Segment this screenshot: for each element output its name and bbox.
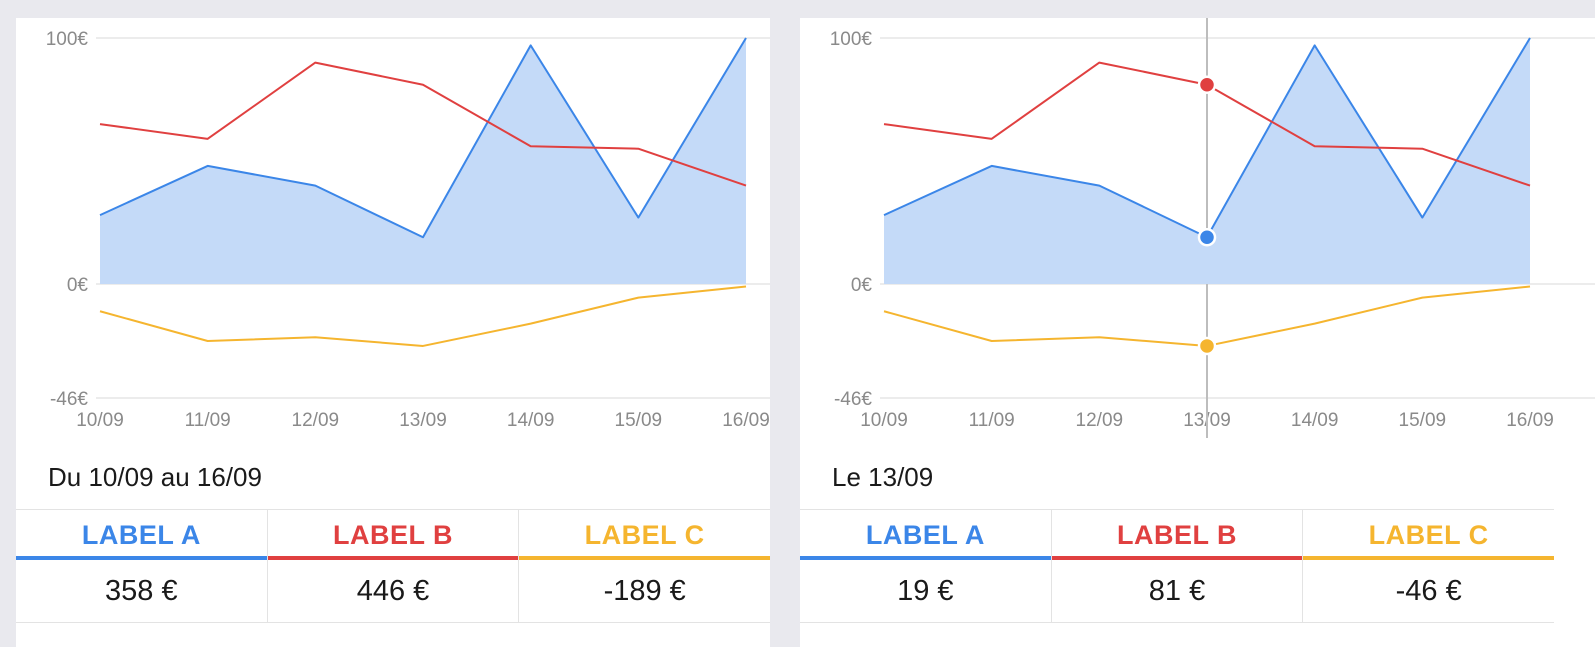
data-point-label-b[interactable]	[96, 120, 104, 128]
series-line-label-c	[99, 285, 747, 347]
data-point-label-a[interactable]	[1418, 214, 1426, 222]
data-point-label-b[interactable]	[880, 120, 888, 128]
data-point-label-a[interactable]	[204, 162, 212, 170]
data-point-label-a[interactable]	[1197, 228, 1217, 247]
series-area-label-a	[100, 38, 746, 284]
chart-panel-right: 100€ 0€ -46€ 10/09 11/09 12/09 13/09 14/09 15/09…	[800, 18, 1595, 647]
data-point-label-a[interactable]	[1526, 34, 1534, 42]
summary-col-label-c: LABEL C -46 €	[1303, 510, 1555, 622]
summary-value-a: 19 €	[897, 574, 954, 607]
summary-value-c: -189 €	[603, 574, 686, 607]
label-a-color-bar	[800, 556, 1051, 560]
data-point-label-a[interactable]	[1095, 182, 1103, 190]
data-point-label-b[interactable]	[1197, 75, 1217, 94]
label-a-color-bar	[16, 556, 267, 560]
summary-row: LABEL A 358 € LABEL B 446 € LABEL C -189…	[16, 509, 770, 623]
data-point-label-b[interactable]	[1311, 142, 1319, 150]
data-point-label-b[interactable]	[634, 145, 642, 153]
data-point-label-b[interactable]	[988, 135, 996, 143]
summary-label-c: LABEL C	[584, 520, 705, 550]
series-line-label-a	[99, 37, 747, 239]
data-point-label-c[interactable]	[419, 342, 427, 350]
label-b-color-bar	[267, 556, 519, 560]
x-tick-label: 12/09	[292, 410, 340, 431]
data-point-label-c[interactable]	[742, 282, 750, 290]
line-chart-left[interactable]: 100€ 0€ -46€10/09 11/09 12/09 13/09 14/09 15/09…	[16, 18, 770, 458]
y-tick-label: 100€	[830, 29, 873, 50]
x-tick-label: 16/09	[1506, 410, 1554, 431]
data-point-label-c[interactable]	[634, 294, 642, 302]
x-tick-label: 14/09	[1291, 410, 1339, 431]
data-point-label-b[interactable]	[1095, 59, 1103, 67]
x-tick-label: 10/09	[76, 410, 124, 431]
summary-col-label-a: LABEL A 19 €	[800, 510, 1052, 622]
data-point-label-b[interactable]	[1526, 182, 1534, 190]
y-tick-label: 0€	[67, 275, 89, 296]
x-tick-label: 13/09	[399, 410, 447, 431]
data-point-label-b[interactable]	[742, 182, 750, 190]
data-point-label-a[interactable]	[527, 41, 535, 49]
data-point-label-c[interactable]	[1418, 294, 1426, 302]
x-tick-label: 15/09	[615, 410, 663, 431]
x-tick-label: 14/09	[507, 410, 555, 431]
summary-col-label-b: LABEL B 446 €	[267, 510, 520, 622]
data-point-label-a[interactable]	[419, 233, 427, 241]
summary-row: LABEL A 19 € LABEL B 81 € LABEL C -46 €	[800, 509, 1555, 623]
series-line-label-b	[99, 61, 747, 187]
data-point-label-b[interactable]	[204, 135, 212, 143]
x-tick-label: 12/09	[1076, 410, 1124, 431]
data-point-label-b[interactable]	[311, 59, 319, 67]
data-point-label-c[interactable]	[311, 333, 319, 341]
summary-value-b: 81 €	[1148, 574, 1206, 607]
data-point-label-a[interactable]	[1311, 41, 1319, 49]
line-chart-right[interactable]: 100€0€-46€10/09 11/09 12/09 13/09 14/09 15/09…	[800, 18, 1595, 458]
data-point-label-c[interactable]	[527, 320, 535, 328]
label-c-color-bar	[1303, 556, 1555, 560]
x-tick-label: 10/09	[860, 410, 908, 431]
label-c-color-bar	[519, 556, 770, 560]
summary-label-a: LABEL A	[865, 520, 985, 550]
period-subtitle: Du 10/09 au 16/09	[48, 462, 262, 492]
data-point-label-a[interactable]	[634, 214, 642, 222]
data-point-label-c[interactable]	[96, 307, 104, 315]
summary-value-c: -46 €	[1395, 574, 1462, 607]
summary-label-b: LABEL B	[333, 520, 454, 550]
data-point-label-a[interactable]	[96, 211, 104, 219]
summary-value-a: 358 €	[105, 574, 178, 607]
x-tick-label: 16/09	[722, 410, 770, 431]
series-area-label-a	[884, 38, 1530, 284]
data-point-label-b[interactable]	[1418, 145, 1426, 153]
x-tick-label: 11/09	[969, 410, 1015, 431]
data-point-label-c[interactable]	[880, 307, 888, 315]
y-tick-label: 0€	[851, 275, 873, 296]
data-point-label-c[interactable]	[1095, 333, 1103, 341]
y-tick-label: 100€	[46, 29, 89, 50]
summary-value-b: 446 €	[356, 574, 430, 607]
summary-col-label-a: LABEL A 358 €	[16, 510, 268, 622]
label-b-color-bar	[1051, 556, 1303, 560]
y-tick-label: -46€	[834, 389, 872, 410]
data-point-label-c[interactable]	[1526, 282, 1534, 290]
data-point-label-a[interactable]	[988, 162, 996, 170]
data-point-label-c[interactable]	[1311, 320, 1319, 328]
x-tick-label: 11/09	[185, 410, 231, 431]
data-point-label-a[interactable]	[311, 182, 319, 190]
summary-label-b: LABEL B	[1117, 520, 1238, 550]
data-point-label-c[interactable]	[988, 337, 996, 345]
summary-col-label-b: LABEL B 81 €	[1051, 510, 1304, 622]
data-point-label-a[interactable]	[742, 34, 750, 42]
summary-label-a: LABEL A	[81, 520, 201, 550]
x-tick-label: 15/09	[1399, 410, 1447, 431]
chart-panel-left: 100€ 0€ -46€ 10/09 11/09 12/09 13/09 14/09 15/09…	[16, 18, 770, 647]
date-subtitle: Le 13/09	[832, 462, 934, 492]
y-tick-label: -46€	[50, 389, 88, 410]
data-point-label-c[interactable]	[204, 337, 212, 345]
data-point-label-c[interactable]	[1197, 336, 1217, 356]
summary-label-c: LABEL C	[1368, 520, 1489, 550]
data-point-label-b[interactable]	[527, 142, 535, 150]
data-point-label-a[interactable]	[880, 211, 888, 219]
data-point-label-b[interactable]	[419, 81, 427, 89]
summary-col-label-c: LABEL C -189 €	[519, 510, 770, 622]
